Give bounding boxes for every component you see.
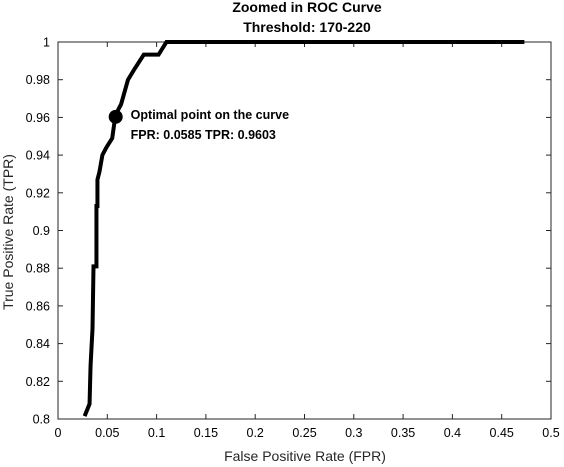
y-tick-label: 1	[43, 36, 50, 50]
x-tick-label: 0	[55, 426, 62, 440]
roc-curve-line	[82, 40, 525, 417]
x-tick-label: 0.1	[148, 426, 165, 440]
x-tick-labels: 0 0.05 0.1 0.15 0.2 0.25 0.3 0.35 0.4 0.45 0.5	[55, 426, 560, 440]
y-tick-label: 0.8	[33, 413, 50, 427]
x-tick-label: 0.45	[490, 426, 514, 440]
y-axis-label: True Positive Rate (TPR)	[0, 154, 16, 310]
y-tick-labels: 0.8 0.82 0.84 0.86 0.88 0.9 0.92 0.94 0.96 0.98 1	[26, 36, 50, 427]
y-tick-label: 0.92	[26, 186, 50, 200]
y-tick-label: 0.82	[26, 375, 50, 389]
y-tick-label: 0.94	[26, 149, 50, 163]
plot-area	[57, 41, 552, 420]
x-tick-label: 0.5	[542, 426, 559, 440]
optimal-point-marker	[108, 109, 123, 124]
x-tick-label: 0.4	[444, 426, 461, 440]
y-tick-label: 0.9	[33, 224, 50, 238]
y-tick-label: 0.98	[26, 73, 50, 87]
annotation-label: Optimal point on the curve	[131, 108, 289, 122]
y-tick-label: 0.88	[26, 262, 50, 276]
x-tick-label: 0.35	[391, 426, 415, 440]
y-tick-label: 0.86	[26, 299, 50, 313]
x-tick-label: 0.3	[345, 426, 362, 440]
y-tick-label: 0.96	[26, 111, 50, 125]
x-tick-label: 0.05	[95, 426, 119, 440]
chart-subtitle: Threshold: 170-220	[243, 19, 371, 35]
x-tick-label: 0.2	[247, 426, 264, 440]
x-axis-label: False Positive Rate (FPR)	[224, 448, 386, 464]
x-tick-label: 0.25	[292, 426, 316, 440]
chart-title: Zoomed in ROC Curve	[232, 0, 382, 15]
annotation-values: FPR: 0.0585 TPR: 0.9603	[131, 128, 276, 142]
x-tick-label: 0.15	[194, 426, 218, 440]
y-tick-label: 0.84	[26, 337, 50, 351]
